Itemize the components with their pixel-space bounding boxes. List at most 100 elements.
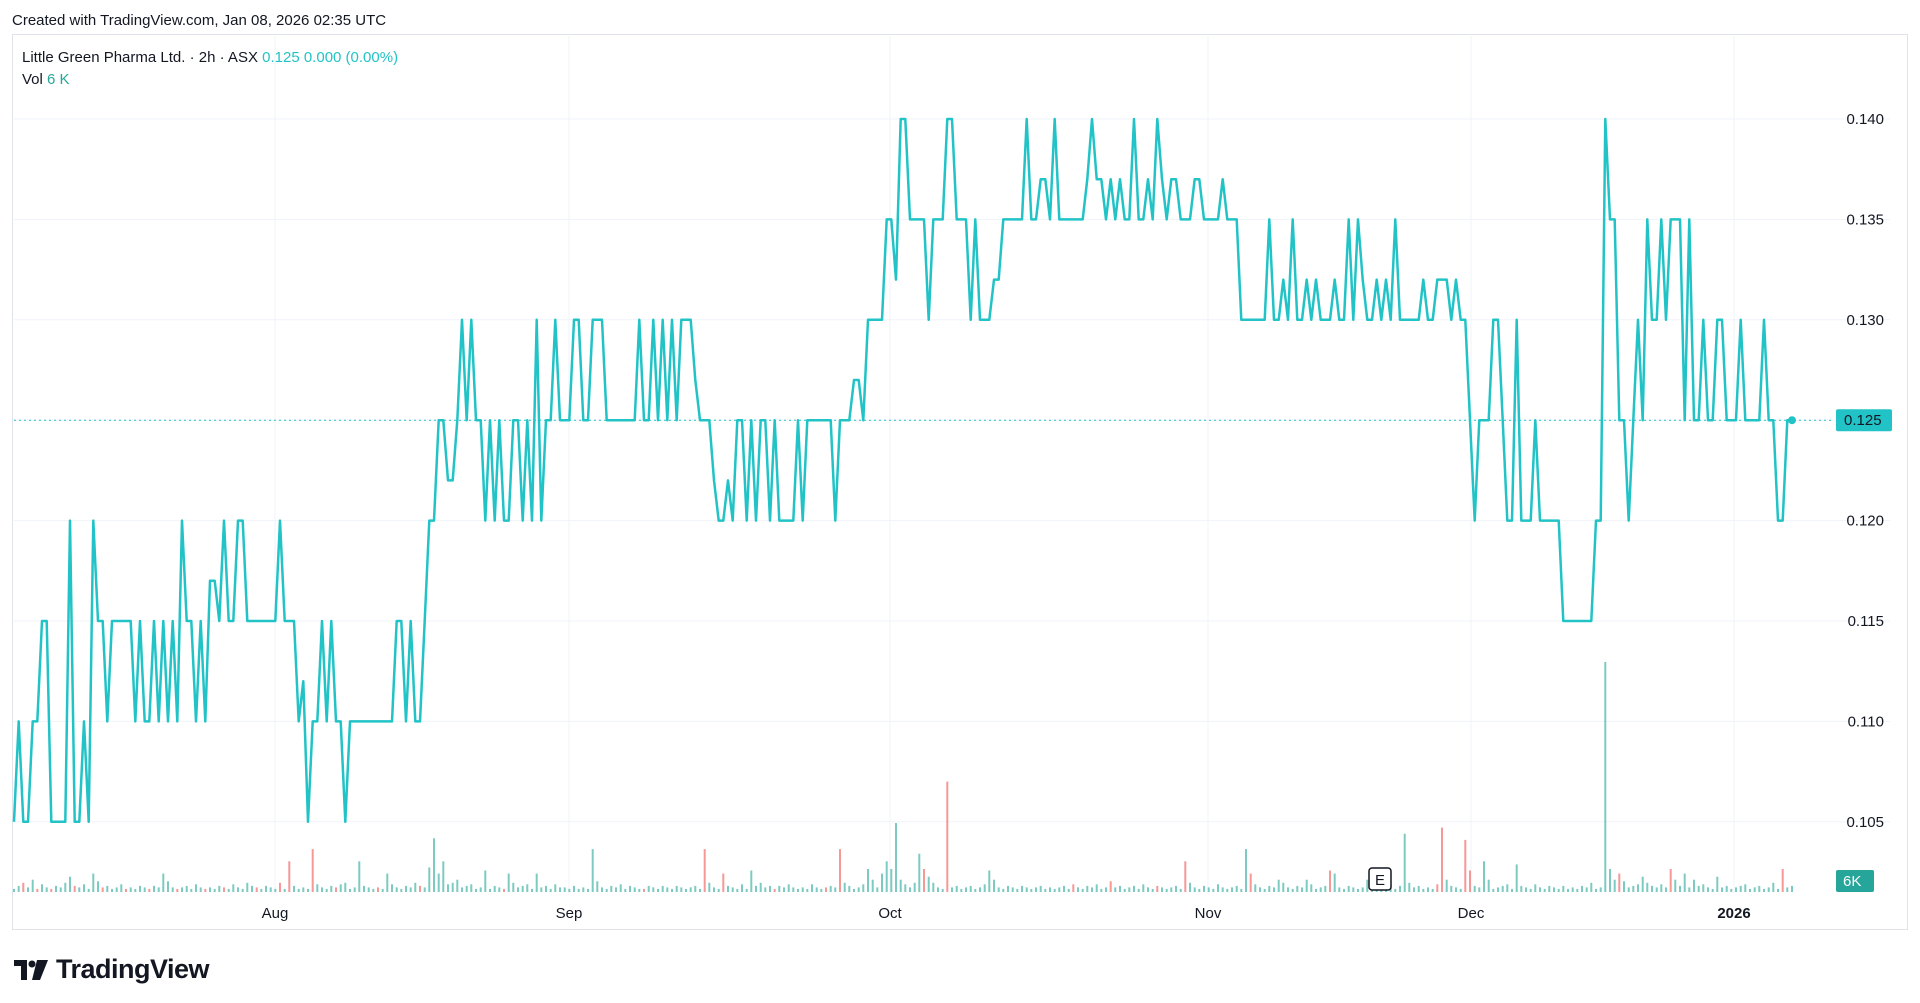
volume-bar xyxy=(1268,885,1271,892)
volume-bar xyxy=(1025,887,1028,892)
volume-bar xyxy=(1408,882,1411,892)
volume-bar xyxy=(143,887,146,892)
volume-bar xyxy=(638,888,641,892)
volume-bar xyxy=(643,888,645,892)
volume-bar xyxy=(321,887,323,892)
volume-bar xyxy=(596,881,599,892)
volume-bar xyxy=(783,887,785,892)
volume-bar xyxy=(1217,884,1219,892)
volume-bar xyxy=(895,823,897,892)
volume-bar xyxy=(1273,887,1275,892)
price-line[interactable] xyxy=(12,117,1792,824)
volume-bar xyxy=(50,888,53,892)
time-axis[interactable]: Aug Sep Oct Nov Dec 2026 xyxy=(262,905,1751,922)
volume-bar xyxy=(41,884,43,892)
volume-bar xyxy=(699,888,701,892)
tradingview-logo[interactable]: TradingView xyxy=(14,954,210,985)
volume-bar xyxy=(1147,887,1149,892)
volume-bar xyxy=(1235,885,1238,892)
volume-bar xyxy=(965,887,967,892)
volume-bar xyxy=(1749,888,1751,892)
volume-bar xyxy=(1319,887,1322,892)
volume-bar xyxy=(1427,887,1429,892)
volume-bar xyxy=(456,879,459,892)
volume-bar xyxy=(554,884,557,892)
volume-bar xyxy=(675,885,678,892)
volume-bar xyxy=(545,885,547,892)
earnings-marker-box[interactable] xyxy=(1368,867,1392,891)
volume-bar xyxy=(1114,887,1117,892)
volume-bar xyxy=(1753,887,1756,892)
volume-bar xyxy=(1464,839,1467,892)
volume-bar xyxy=(848,885,851,892)
price-axis[interactable]: 0.140 0.135 0.130 0.125 0.120 0.115 0.110 0.105 xyxy=(1846,111,1884,831)
volume-bar xyxy=(885,861,888,892)
volume-bar xyxy=(591,849,594,892)
volume-bar xyxy=(904,884,907,892)
volume-bar xyxy=(526,884,529,892)
volume-bar xyxy=(1716,876,1719,892)
volume-bar xyxy=(255,887,258,892)
volume-bar xyxy=(657,888,659,892)
volume-bar xyxy=(1123,888,1126,892)
volume-bar xyxy=(27,887,29,892)
volume-bar xyxy=(722,873,725,892)
volume-bar xyxy=(1613,879,1616,892)
volume-bar xyxy=(377,887,379,892)
volume-bar xyxy=(633,887,636,892)
volume-bar xyxy=(1072,884,1075,892)
volume-bar xyxy=(923,869,925,892)
volume-bar xyxy=(461,887,463,892)
volume-bar xyxy=(1609,869,1611,892)
x-tick-label: Sep xyxy=(556,905,583,922)
legend-volume-label[interactable]: Vol xyxy=(22,71,43,88)
volume-bar xyxy=(1445,879,1448,892)
legend-symbol[interactable]: Little Green Pharma Ltd. · 2h · ASX xyxy=(22,49,258,66)
earnings-marker[interactable]: E xyxy=(1368,867,1392,891)
volume-bar xyxy=(1091,887,1093,892)
tradingview-logo-text: TradingView xyxy=(56,954,210,984)
volume-bar xyxy=(339,884,342,892)
volume-bar xyxy=(1011,887,1014,892)
volume-bar xyxy=(311,849,314,892)
y-tick-label: 0.140 xyxy=(1846,111,1884,128)
volume-bar xyxy=(1511,888,1513,892)
volume-bar xyxy=(955,885,958,892)
volume-bar xyxy=(843,882,846,892)
volume-bar xyxy=(59,887,62,892)
volume-bar xyxy=(1623,881,1625,892)
volume-bar xyxy=(624,888,627,892)
volume-bar xyxy=(101,887,104,892)
volume-bar xyxy=(610,885,613,892)
volume-bar xyxy=(1590,882,1593,892)
volume-bar xyxy=(437,873,440,892)
volume-bar xyxy=(1483,861,1485,892)
volume-bar xyxy=(213,888,216,892)
volume-bar xyxy=(1469,870,1471,892)
volume-bar xyxy=(13,888,15,892)
volume-bar xyxy=(801,887,804,892)
chart-frame xyxy=(12,34,1908,930)
volume-bar xyxy=(806,888,809,892)
volume-bar xyxy=(1128,887,1131,892)
volume-bar xyxy=(45,887,48,892)
volume-bar xyxy=(1450,885,1453,892)
volume-bar xyxy=(946,781,949,892)
volume-bar xyxy=(199,887,202,892)
volume-bar xyxy=(1403,833,1406,892)
volume-bar xyxy=(932,882,935,892)
volume-bar xyxy=(129,887,132,892)
volume-bar xyxy=(1758,885,1761,892)
volume-bar xyxy=(951,887,953,892)
volume-bar xyxy=(689,887,692,892)
volume-bar xyxy=(601,887,603,892)
volume-bar xyxy=(1711,888,1714,892)
volume-bar xyxy=(1520,885,1523,892)
volume-bar xyxy=(162,873,165,892)
volume-bar xyxy=(22,882,25,892)
volume-bar xyxy=(1030,888,1033,892)
legend-change: 0.000 (0.00%) xyxy=(303,49,399,66)
volume-bar xyxy=(1674,879,1677,892)
volume-bar xyxy=(918,853,921,892)
